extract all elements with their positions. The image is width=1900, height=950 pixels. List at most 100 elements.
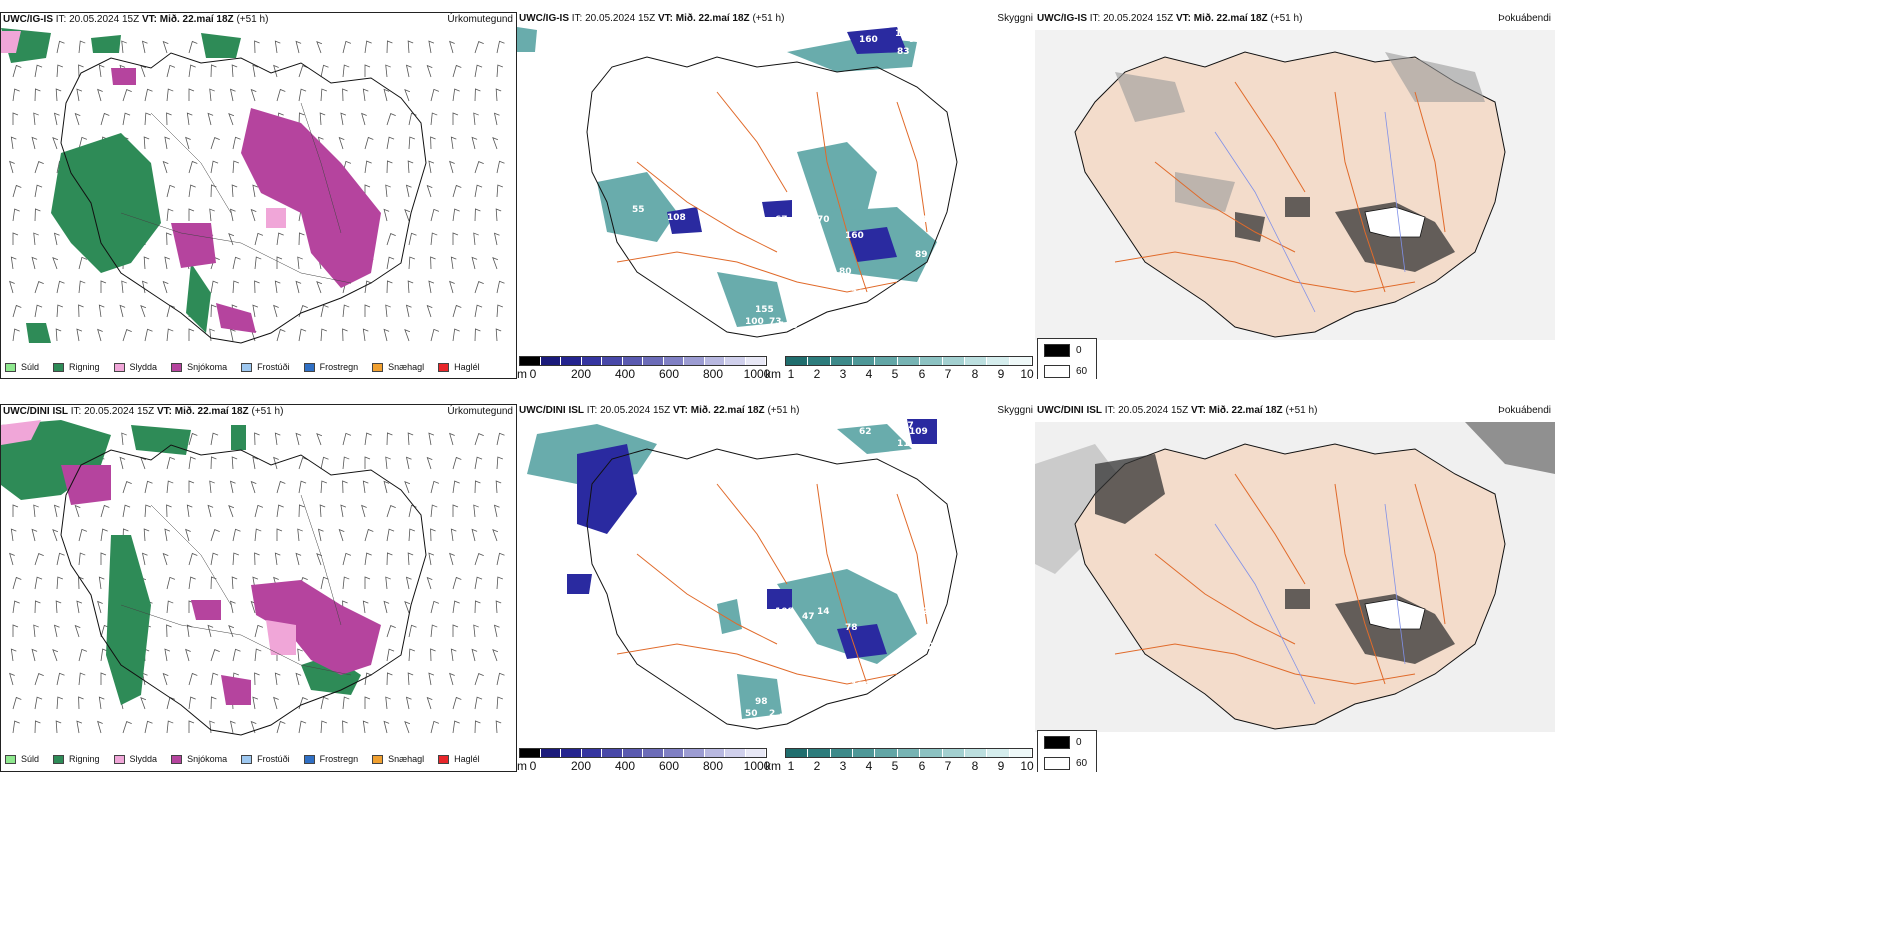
cloudbase-value: 108 (667, 213, 686, 223)
wind-barb (426, 696, 433, 710)
wind-barb (474, 456, 483, 470)
wind-barb (317, 528, 324, 542)
wind-barb (78, 552, 86, 566)
wind-barb (495, 208, 502, 222)
wind-barb (34, 720, 41, 734)
legend-item: Snæhagl (372, 362, 424, 372)
precip-legend: Súld Rigning Slydda Snjókoma Frostúði Fr… (5, 359, 494, 375)
wind-barb (430, 328, 440, 342)
wind-barb (52, 649, 59, 662)
tick-label: 400 (614, 759, 636, 772)
legend-item: Rigning (53, 754, 100, 764)
wind-barb (34, 88, 41, 102)
wind-barb (492, 649, 499, 662)
wind-barb (232, 136, 241, 150)
wind-barb (298, 720, 307, 734)
wind-barb (254, 648, 262, 662)
cloudbase-value: 50 (745, 709, 758, 719)
cloudbase-panel-top: UWC/IG-IS IT: 20.05.2024 15Z VT: Mið. 22… (517, 12, 1035, 379)
wind-barb (210, 529, 220, 542)
wind-barb (186, 504, 193, 518)
wind-barb (452, 696, 462, 710)
wind-barb (340, 504, 347, 518)
wind-barb (210, 137, 220, 150)
wind-barb (188, 64, 196, 78)
wind-barb (405, 456, 412, 470)
wind-barb (9, 672, 15, 686)
tick-label: 1000 (743, 759, 771, 772)
wind-barb (76, 328, 83, 342)
wind-barb (383, 480, 390, 494)
wind-barb (232, 552, 239, 566)
tick-label: 9 (997, 759, 1005, 772)
wind-barb (274, 40, 281, 54)
wind-barb (364, 528, 374, 542)
cloudbase-value: 245 (787, 125, 806, 135)
cloudbase-value: 61 (839, 659, 852, 669)
wind-barb (450, 648, 457, 662)
wind-barb (231, 184, 238, 198)
wind-barb (319, 112, 326, 126)
wind-barb (231, 64, 238, 78)
cloudbase-value: 99 (817, 260, 830, 270)
wind-barb (364, 456, 371, 469)
wind-barb (140, 65, 147, 78)
wind-barb (164, 648, 171, 662)
wind-barb (254, 552, 260, 566)
wind-barb (209, 720, 215, 734)
wind-barb (404, 601, 411, 614)
wind-barb (209, 208, 215, 222)
wind-barb (207, 112, 214, 126)
legend-swatch (372, 362, 384, 372)
wind-barb (254, 256, 262, 270)
wind-barb (474, 433, 484, 446)
wind-barb (430, 256, 436, 270)
wind-barb (56, 576, 63, 590)
wind-barb (493, 232, 500, 246)
roads (120, 494, 352, 676)
wind-barb (144, 504, 151, 518)
legend-label: 60 (1076, 758, 1088, 769)
tick-label: 400 (614, 367, 636, 379)
wind-barb (471, 136, 478, 150)
wind-barb (452, 304, 462, 318)
fog-map (1035, 422, 1555, 732)
wind-barb (12, 88, 20, 102)
wind-barb (252, 696, 259, 710)
wind-barb (452, 576, 462, 590)
tick-label: 10 (1020, 759, 1034, 772)
wind-barb (34, 281, 44, 294)
tick-label: 5 (891, 759, 899, 772)
wind-barb (78, 304, 84, 318)
tick-label: 4 (865, 759, 873, 772)
cloudbase-value: 53 (667, 605, 680, 615)
wind-barb (276, 528, 283, 541)
cloudbase-value: 102 (895, 29, 914, 39)
snow-areas (61, 465, 381, 705)
legend-label: 60 (1076, 366, 1088, 377)
wind-barb (493, 504, 500, 518)
legend-item: Frostúði (241, 362, 290, 372)
wind-barb (274, 432, 281, 446)
tick-label: 2 (813, 367, 821, 379)
legend-item: Haglél (438, 362, 480, 372)
wind-barb (342, 696, 350, 710)
wind-barb (295, 552, 302, 566)
wind-barb (430, 600, 440, 614)
wind-barb (450, 256, 457, 270)
wind-barb (474, 88, 481, 102)
wind-barb (10, 256, 17, 270)
wind-barb (78, 280, 86, 294)
wind-barb (188, 720, 195, 733)
wind-barb (254, 528, 262, 542)
cloudbase-value: 160 (845, 231, 864, 241)
wind-barb (33, 112, 39, 126)
wind-barb (362, 600, 369, 614)
wind-barb (12, 624, 19, 637)
wind-barb (495, 600, 502, 614)
tick-label: 10 (1020, 367, 1034, 379)
wind-barb (188, 552, 198, 566)
wind-barb (31, 648, 38, 662)
wind-barb (474, 553, 484, 566)
wind-barb (185, 528, 191, 542)
